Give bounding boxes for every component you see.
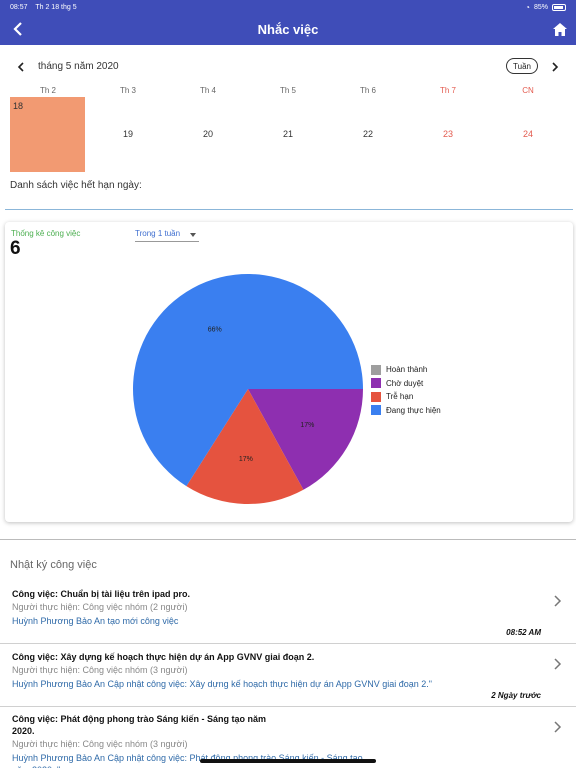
period-value: Trong 1 tuần (135, 229, 181, 238)
pie-slice (248, 389, 363, 490)
pie-slice-label: 17% (300, 422, 314, 429)
calendar-day[interactable]: 19 (122, 129, 133, 139)
log-action: Huỳnh Phương Bảo An Cập nhật công việc: … (12, 753, 363, 768)
pie-slice-label: 17% (239, 456, 253, 463)
calendar-day[interactable]: 24 (522, 129, 533, 139)
pie-slice (186, 389, 304, 505)
status-time: 08:57 (10, 3, 28, 11)
home-icon[interactable] (552, 20, 568, 38)
log-owner: Người thực hiện: Công việc nhóm (3 người… (12, 739, 188, 749)
log-owner: Người thực hiện: Công việc nhóm (3 người… (12, 665, 188, 675)
pie-slice-label: 66% (208, 327, 222, 334)
chevron-right-icon (552, 657, 562, 671)
status-date: Th 2 18 thg 5 (35, 3, 77, 11)
legend-swatch (371, 405, 381, 416)
battery-icon (552, 3, 566, 11)
divider (0, 539, 576, 540)
weekday-label: Th 5 (279, 86, 296, 95)
calendar-day[interactable]: 21 (282, 129, 293, 139)
calendar-weekdays: Th 2 Th 3 Th 4 Th 5 Th 6 Th 7 CN (8, 86, 568, 96)
calendar-day[interactable]: 23 (442, 129, 453, 139)
calendar-day[interactable]: 22 (362, 129, 373, 139)
wifi-icon: ◔ (525, 2, 530, 12)
stats-count: 6 (10, 238, 21, 259)
page-title: Nhắc việc (257, 22, 319, 37)
caret-down-icon (190, 233, 196, 237)
calendar-day[interactable]: 20 (202, 129, 213, 139)
chevron-right-icon[interactable] (549, 60, 561, 74)
legend-item: Chờ duyệt (371, 377, 441, 391)
divider (5, 209, 573, 210)
weekday-label: Th 2 (39, 86, 56, 95)
legend-label: Trễ hạn (386, 392, 414, 402)
due-list-label: Danh sách việc hết hạn ngày: (10, 180, 142, 191)
weekday-label: Th 4 (199, 86, 216, 95)
app-header: 08:57 Th 2 18 thg 5 ◔ 85% Nhắc việc (0, 0, 576, 45)
log-time: 2 Ngày trước (491, 691, 541, 700)
chart-legend: Hoàn thành Chờ duyệt Trễ hạn Đang thực hiện (371, 363, 441, 417)
calendar-header: tháng 5 năm 2020 Tuần (0, 58, 576, 76)
status-right: ◔ 85% (525, 3, 566, 12)
status-left: 08:57 Th 2 18 thg 5 (10, 4, 83, 11)
chevron-left-icon[interactable] (15, 60, 27, 74)
weekday-label: Th 7 (439, 86, 456, 95)
home-indicator (200, 759, 376, 763)
weekday-label: Th 6 (359, 86, 376, 95)
legend-label: Chờ duyệt (386, 378, 424, 388)
legend-label: Hoàn thành (386, 365, 428, 375)
log-owner: Người thực hiện: Công việc nhóm (2 người… (12, 602, 188, 612)
legend-swatch (371, 391, 381, 402)
pie-chart: 17% 17% 66% (132, 274, 363, 505)
log-task: Công việc: Phát động phong trào Sáng kiế… (12, 714, 267, 736)
log-action: Huỳnh Phương Bảo An Cập nhật công việc: … (12, 679, 432, 689)
legend-item: Đang thực hiện (371, 404, 441, 418)
log-item[interactable]: Công việc: Phát động phong trào Sáng kiế… (0, 707, 576, 768)
log-time: 08:52 AM (506, 628, 541, 637)
legend-label: Đang thực hiện (386, 405, 441, 415)
log-item[interactable]: Công việc: Chuẩn bị tài liệu trên ipad p… (0, 578, 576, 644)
status-bar: 08:57 Th 2 18 thg 5 ◔ 85% (0, 0, 576, 14)
calendar-days: 18 19 20 21 22 23 24 (8, 96, 568, 172)
calendar-day-selected[interactable]: 18 (10, 97, 85, 172)
weekday-label: Th 3 (119, 86, 136, 95)
log-task: Công việc: Xây dựng kế hoạch thực hiện d… (12, 652, 315, 662)
stats-label: Thống kê công việc (11, 229, 81, 238)
stats-card: Thống kê công việc 6 Trong 1 tuần 17% 17%… (5, 222, 573, 522)
log-task: Công việc: Chuẩn bị tài liệu trên ipad p… (12, 589, 191, 599)
battery-percent: 85% (533, 3, 548, 11)
period-dropdown[interactable]: Trong 1 tuần (135, 229, 199, 242)
calendar-month-label: tháng 5 năm 2020 (38, 61, 119, 72)
chevron-right-icon (552, 594, 562, 608)
log-action: Huỳnh Phương Bảo An tạo mới công việc (12, 616, 179, 626)
chevron-right-icon (552, 720, 562, 734)
legend-item: Trễ hạn (371, 390, 441, 404)
legend-swatch (371, 378, 381, 389)
legend-item: Hoàn thành (371, 363, 441, 377)
weekday-label: CN (522, 86, 534, 95)
pie-slice (132, 274, 363, 487)
log-title: Nhật ký công việc (10, 559, 97, 571)
log-item[interactable]: Công việc: Xây dựng kế hoạch thực hiện d… (0, 644, 576, 707)
legend-swatch (371, 364, 381, 375)
back-arrow-icon[interactable] (10, 20, 26, 38)
calendar-view-toggle[interactable]: Tuần (506, 58, 538, 74)
nav-bar: Nhắc việc (0, 14, 576, 45)
